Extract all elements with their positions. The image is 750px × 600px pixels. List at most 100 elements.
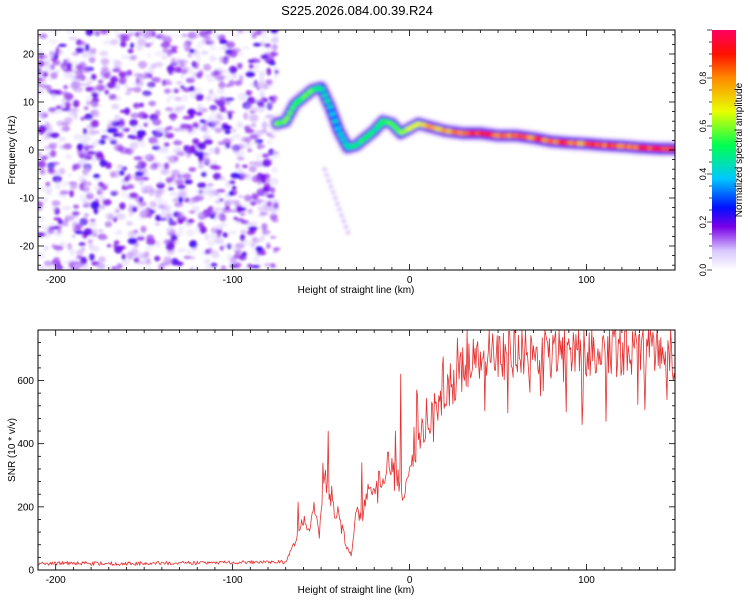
noise-blob [79,154,87,159]
noise-blob [258,73,265,82]
noise-blob [247,148,253,153]
noise-blob [257,207,268,212]
noise-blob [225,206,230,210]
noise-blob [104,221,113,228]
noise-blob [197,162,205,169]
noise-blob [266,201,273,207]
noise-blob [242,173,250,178]
noise-blob [197,142,207,150]
noise-blob [210,124,217,131]
noise-blob [155,142,161,149]
noise-blob [40,155,48,161]
noise-blob [177,184,186,190]
noise-blob [47,107,56,114]
noise-blob [180,104,186,111]
noise-blob [222,232,229,238]
noise-blob [250,241,256,248]
noise-blob [270,264,278,270]
noise-blob [165,242,175,251]
spectrogram-frame [37,29,676,271]
noise-blob [189,145,196,153]
noise-blob [215,112,222,119]
noise-blob [251,264,261,269]
noise-blob [260,31,268,40]
noise-blob [158,147,169,154]
noise-blob [146,52,152,58]
noise-blob [156,182,165,190]
noise-blob [261,153,270,158]
noise-blob [76,255,83,259]
noise-blob [127,230,137,238]
noise-blob [265,114,274,119]
noise-blob [38,201,44,208]
noise-blob [207,239,215,247]
noise-blob [241,164,248,169]
noise-blob [167,187,174,191]
noise-blob [157,199,168,206]
noise-blob [97,181,104,187]
noise-blob [266,194,275,199]
noise-blob [161,55,167,60]
noise-blob [85,30,94,36]
noise-blob [202,127,210,135]
noise-blob [212,93,218,99]
noise-blob [269,62,276,66]
noise-blob [48,50,57,57]
noise-blob [43,224,49,232]
noise-blob [236,205,242,213]
noise-blob [218,176,226,181]
noise-blob [100,76,106,80]
noise-blob [89,102,97,106]
noise-blob [45,189,51,196]
noise-blob [189,240,198,248]
noise-blob [82,140,89,146]
noise-blob [238,50,244,57]
noise-blob [108,214,114,221]
noise-blob [248,161,257,165]
noise-blob [91,92,99,98]
noise-blob [168,155,179,163]
ridge-cell [321,92,328,98]
noise-blob [184,179,193,185]
noise-blob [219,222,227,227]
noise-blob [234,168,243,172]
noise-blob [205,95,212,101]
noise-blob [105,162,112,169]
noise-blob [51,141,59,146]
noise-blob [133,156,143,161]
noise-blob [171,33,180,38]
noise-blob [187,53,193,58]
noise-blob [255,246,263,252]
noise-blob [182,173,192,180]
trail-cell [328,184,334,189]
noise-blob [236,250,242,254]
ridge-cell [289,105,296,111]
noise-blob [254,98,260,103]
noise-blob [165,177,174,183]
noise-blob [244,143,252,148]
noise-blob [264,43,272,48]
noise-blob [119,109,127,114]
noise-blob [233,216,238,221]
noise-blob [203,63,212,71]
noise-blob [115,263,120,269]
noise-blob [71,234,76,239]
spectrogram-ridge [268,79,675,235]
noise-blob [38,185,47,192]
noise-blob [257,200,261,205]
noise-blob [266,242,271,250]
noise-blob [60,91,69,96]
noise-blob [205,73,210,79]
noise-blob [132,206,138,213]
noise-blob [71,211,80,216]
noise-blob [58,136,66,142]
x-tick-label: 100 [578,575,595,586]
noise-blob [267,130,275,136]
noise-blob [146,70,155,75]
ridge-cell [326,104,334,110]
noise-blob [240,230,247,234]
noise-blob [261,186,271,193]
noise-blob [228,50,238,58]
colorbar-tick-label: 0.2 [698,216,708,229]
